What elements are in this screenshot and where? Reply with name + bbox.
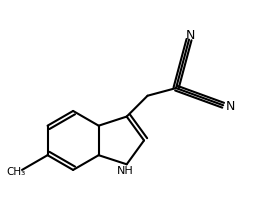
Text: N: N [225, 100, 235, 113]
Text: CH₃: CH₃ [7, 167, 26, 176]
Text: N: N [186, 29, 195, 42]
Text: NH: NH [117, 166, 133, 176]
